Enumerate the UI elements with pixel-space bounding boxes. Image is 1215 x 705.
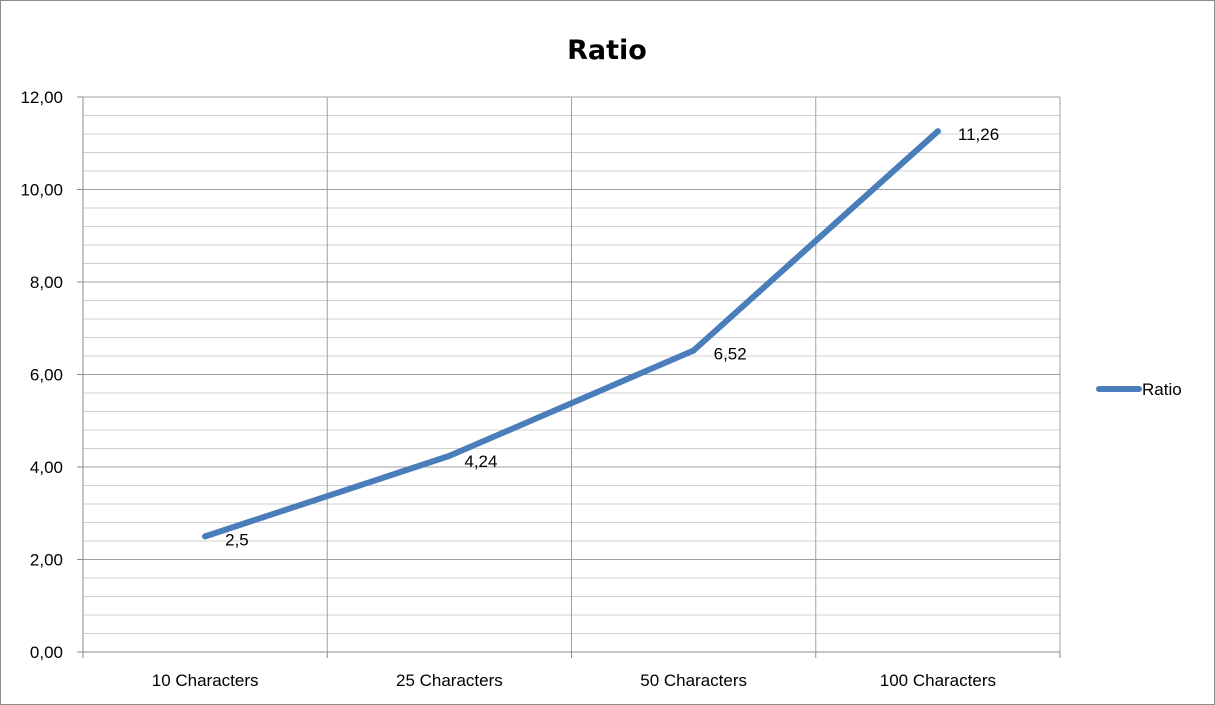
y-tick-label: 8,00 [30, 273, 63, 292]
data-point [934, 128, 941, 135]
y-tick-label: 2,00 [30, 551, 63, 570]
x-tick-label: 100 Characters [880, 671, 996, 690]
y-tick-label: 0,00 [30, 643, 63, 662]
series-lines [202, 128, 941, 540]
data-label: 11,26 [958, 125, 999, 144]
x-tick-label: 25 Characters [396, 671, 503, 690]
y-tick-label: 6,00 [30, 366, 63, 385]
data-labels: 2,5 4,24 6,52 11,26 [225, 125, 999, 549]
y-tick-label: 12,00 [20, 88, 63, 107]
data-point [202, 533, 209, 540]
series-line [202, 128, 941, 540]
chart-title: Ratio [567, 35, 647, 66]
axes [77, 96, 1061, 658]
y-axis-tick-labels: 0,00 2,00 4,00 6,00 8,00 10,00 12,00 [20, 88, 63, 662]
y-tick-label: 10,00 [20, 181, 63, 200]
x-tick-label: 50 Characters [640, 671, 747, 690]
legend: Ratio [1096, 380, 1182, 399]
x-tick-label: 10 Characters [152, 671, 259, 690]
data-point [690, 347, 697, 354]
major-gridlines [83, 96, 1061, 652]
x-axis-tick-labels: 10 Characters 25 Characters 50 Characters 1… [152, 671, 996, 690]
legend-label: Ratio [1142, 380, 1182, 399]
data-label: 2,5 [225, 530, 249, 549]
data-label: 6,52 [714, 344, 747, 363]
y-tick-label: 4,00 [30, 458, 63, 477]
data-label: 4,24 [464, 452, 497, 471]
data-point [446, 452, 453, 459]
